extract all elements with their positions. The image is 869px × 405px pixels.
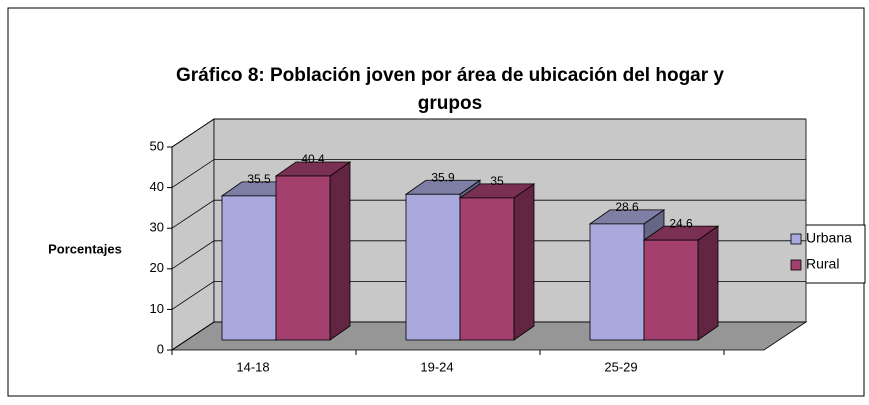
legend-label: Urbana — [806, 230, 852, 246]
data-label: 35.9 — [431, 170, 455, 184]
bar — [643, 239, 699, 341]
y-tick-label: 50 — [150, 138, 164, 153]
side-wall — [171, 118, 215, 351]
legend-swatch — [790, 233, 802, 245]
bar — [405, 193, 461, 341]
data-label: 35.5 — [247, 172, 271, 186]
y-tick-label: 0 — [157, 341, 164, 356]
x-tick-label: 25-29 — [604, 359, 637, 374]
bar — [275, 175, 331, 341]
x-tick-label: 14-18 — [236, 359, 269, 374]
chart-title: grupos — [418, 93, 482, 114]
grid-line — [171, 159, 806, 188]
chart-title: Gráfico 8: Población joven por área de u… — [176, 65, 724, 86]
y-tick-label: 30 — [150, 220, 164, 235]
data-label: 24.6 — [669, 216, 693, 230]
bar-side — [329, 161, 351, 341]
y-axis-label: Porcentajes — [48, 241, 122, 256]
bar — [589, 223, 645, 341]
y-tick-label: 20 — [150, 260, 164, 275]
bar — [221, 195, 277, 341]
legend-label: Rural — [806, 256, 839, 272]
legend-swatch — [790, 259, 802, 271]
bar-side — [513, 183, 535, 341]
x-tick-label: 19-24 — [420, 359, 453, 374]
grid-line — [171, 199, 806, 229]
y-tick-label: 40 — [150, 179, 164, 194]
bar-side — [697, 225, 719, 341]
data-label: 35 — [490, 174, 504, 188]
data-label: 40.4 — [301, 152, 325, 166]
data-label: 28.6 — [615, 200, 639, 214]
grid-line — [171, 118, 806, 148]
y-tick-label: 10 — [150, 301, 164, 316]
bar — [459, 197, 515, 341]
